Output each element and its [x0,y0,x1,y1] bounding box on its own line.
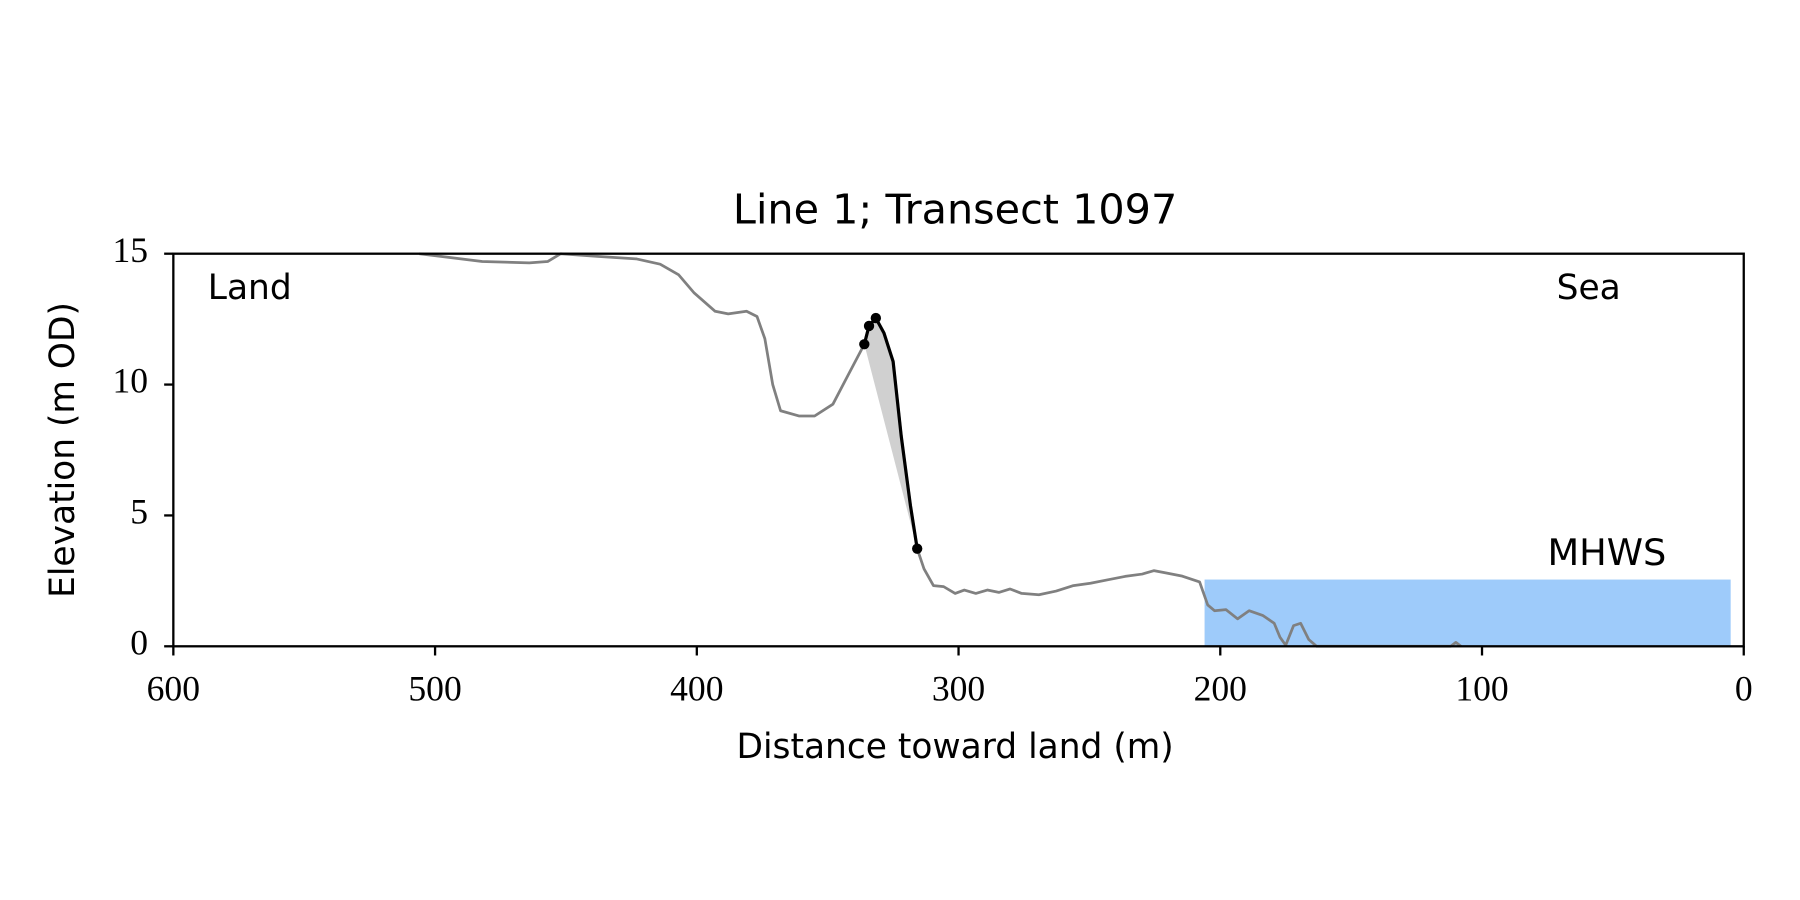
cliff-point [912,543,923,554]
annotation: Land [208,268,292,308]
cliff-fill [864,318,918,549]
chart-title: Line 1; Transect 1097 [733,185,1177,233]
cliff-point [863,320,875,332]
y-axis-label: Elevation (m OD) [43,302,83,598]
y-tick-label: 15 [113,230,149,270]
x-tick-label: 200 [1194,668,1247,708]
x-tick-label: 500 [408,668,461,708]
y-tick-label: 5 [130,492,148,532]
y-tick-label: 0 [130,622,148,662]
mhws-label: MHWS [1547,531,1666,574]
cliff-point [859,339,870,350]
x-tick-label: 100 [1455,668,1508,708]
x-tick-label: 600 [147,668,200,708]
x-tick-label: 400 [670,668,723,708]
y-tick-label: 10 [113,361,149,401]
x-tick-label: 0 [1735,668,1753,708]
profile-line [419,252,1462,648]
x-axis-label: Distance toward land (m) [736,727,1173,767]
mhws-area [1204,579,1731,647]
x-tick-label: 300 [932,668,985,708]
annotation: Sea [1557,268,1621,308]
cliff-point [870,312,882,324]
